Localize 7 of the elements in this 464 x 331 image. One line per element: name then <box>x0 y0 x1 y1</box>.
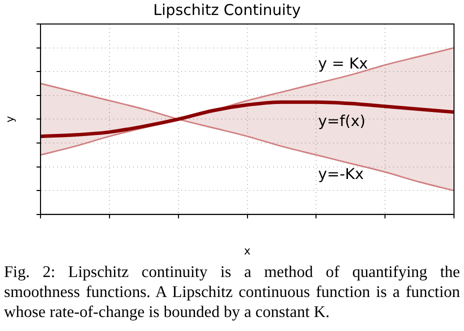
y-axis-title: y <box>3 115 16 122</box>
series-label: y=-Kx <box>318 164 364 183</box>
series-label: y=f(x) <box>318 112 366 130</box>
series-label: y = Kx <box>318 54 368 72</box>
x-axis-title: x <box>244 244 252 258</box>
chart-title: Lipschitz Continuity <box>153 0 301 19</box>
caption: Fig. 2: Lipschitz continuity is a method of quantifying the smoothness functions. A Lipschitz continuous function is a function whose rate-of-change is bounded by a constant K. <box>3 261 461 322</box>
